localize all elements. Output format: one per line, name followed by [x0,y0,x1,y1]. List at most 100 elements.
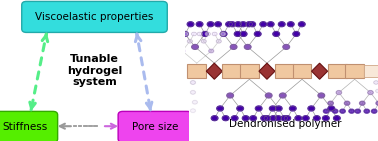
Circle shape [229,22,235,27]
Circle shape [273,32,279,36]
FancyBboxPatch shape [223,64,241,78]
Circle shape [209,49,214,53]
Circle shape [191,81,195,84]
Circle shape [376,101,378,105]
Text: Tunable
hydrogel
system: Tunable hydrogel system [67,54,122,87]
Circle shape [261,116,268,121]
Circle shape [250,116,256,121]
Circle shape [192,100,197,104]
Text: Stiffness: Stiffness [2,122,47,132]
Circle shape [168,32,173,36]
Circle shape [374,81,378,84]
Polygon shape [206,63,222,79]
Circle shape [293,32,299,36]
Circle shape [295,116,302,121]
FancyBboxPatch shape [0,111,57,141]
Circle shape [359,101,365,105]
Circle shape [196,22,203,27]
Circle shape [192,45,198,49]
Circle shape [191,91,195,94]
Circle shape [187,22,194,27]
Circle shape [322,116,329,121]
Circle shape [275,116,282,121]
Circle shape [240,32,247,36]
Circle shape [191,109,195,113]
Circle shape [279,22,285,27]
Circle shape [299,22,305,27]
Circle shape [237,106,243,111]
Circle shape [336,91,342,94]
Circle shape [372,109,377,113]
Text: Dendronised polymer: Dendronised polymer [229,119,342,129]
Circle shape [246,22,253,27]
Circle shape [313,116,320,121]
Circle shape [172,39,177,43]
FancyBboxPatch shape [275,64,294,78]
Circle shape [220,32,227,36]
Text: Pore size: Pore size [132,122,178,132]
Circle shape [260,22,266,27]
Circle shape [324,109,329,113]
Circle shape [302,116,309,121]
Circle shape [235,22,242,27]
Circle shape [256,106,262,111]
Circle shape [355,109,361,113]
Circle shape [364,109,369,113]
Circle shape [333,116,340,121]
FancyBboxPatch shape [22,1,167,32]
Circle shape [207,22,214,27]
Circle shape [222,116,229,121]
Circle shape [283,45,290,49]
Circle shape [288,22,294,27]
Circle shape [217,106,223,111]
Circle shape [242,116,249,121]
Circle shape [368,91,373,94]
Circle shape [183,32,188,36]
Circle shape [340,109,345,113]
Circle shape [318,93,325,98]
Circle shape [216,39,221,43]
Circle shape [220,32,225,36]
Circle shape [279,93,286,98]
Circle shape [270,116,276,121]
FancyBboxPatch shape [240,64,259,78]
Circle shape [230,45,237,49]
Circle shape [212,32,217,36]
Circle shape [234,32,241,36]
Circle shape [201,39,206,43]
Circle shape [333,109,338,113]
Circle shape [284,116,291,121]
Circle shape [276,106,282,111]
Circle shape [267,22,274,27]
Circle shape [192,32,197,36]
Circle shape [349,109,354,113]
Circle shape [227,93,234,98]
Circle shape [376,89,378,93]
Circle shape [211,116,218,121]
Circle shape [182,32,188,36]
Circle shape [205,32,210,36]
Polygon shape [259,63,275,79]
FancyBboxPatch shape [345,64,364,78]
FancyBboxPatch shape [187,64,206,78]
FancyBboxPatch shape [328,64,347,78]
FancyBboxPatch shape [293,64,311,78]
Circle shape [249,22,256,27]
Circle shape [231,116,238,121]
Circle shape [240,22,246,27]
Circle shape [177,32,181,36]
Circle shape [254,32,261,36]
Circle shape [202,32,208,36]
Circle shape [197,32,202,36]
Circle shape [308,106,314,111]
Circle shape [215,22,222,27]
Circle shape [281,116,288,121]
FancyBboxPatch shape [364,65,378,77]
Polygon shape [311,63,328,79]
Circle shape [328,106,335,111]
Text: Viscoelastic properties: Viscoelastic properties [35,12,154,22]
Circle shape [264,116,271,121]
Circle shape [344,101,350,105]
FancyBboxPatch shape [118,111,192,141]
Circle shape [226,22,232,27]
